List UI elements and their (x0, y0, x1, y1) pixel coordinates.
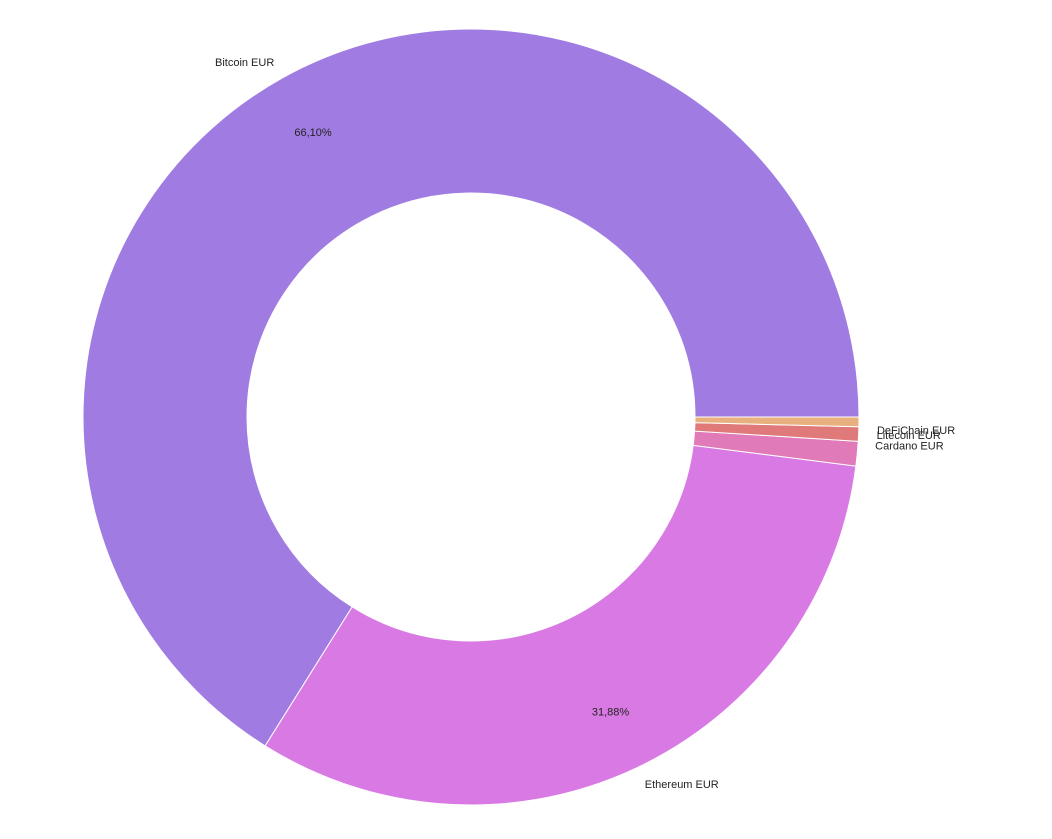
category-label-litecoin-eur: Litecoin EUR (877, 430, 941, 442)
slice-defichain-eur[interactable] (694, 416, 860, 428)
category-label-bitcoin-eur: Bitcoin EUR (215, 57, 274, 69)
category-label-cardano-eur: Cardano EUR (875, 440, 944, 452)
value-label-ethereum-eur: 31,88% (592, 707, 630, 719)
slices-group (82, 28, 860, 806)
category-label-defichain-eur: DeFiChain EUR (877, 425, 955, 437)
value-label-bitcoin-eur: 66,10% (294, 127, 332, 139)
slice-ethereum-eur[interactable] (264, 444, 857, 806)
labels-group: Bitcoin EUR 66,10% Ethereum EUR 31,88% Carda… (215, 57, 955, 791)
category-label-ethereum-eur: Ethereum EUR (645, 779, 719, 791)
slice-bitcoin-eur[interactable] (82, 28, 860, 747)
